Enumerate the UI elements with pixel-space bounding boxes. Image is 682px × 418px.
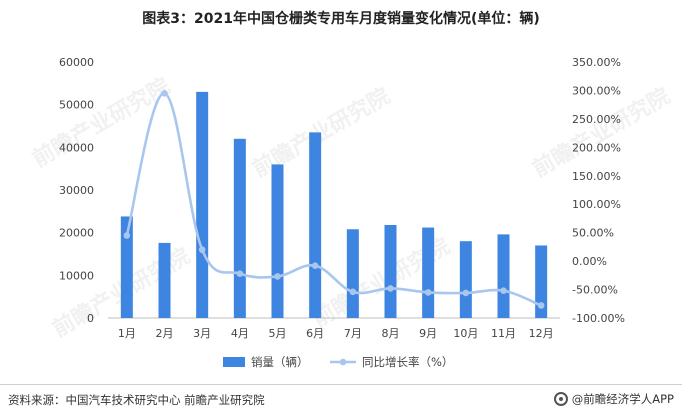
bar (196, 91, 209, 318)
line-point (161, 89, 168, 97)
brand-logo-icon (553, 392, 568, 406)
bar (422, 227, 435, 318)
watermark: 前瞻产业研究院 (28, 73, 174, 173)
y2-tick-label: -100.00% (572, 312, 625, 325)
brand-label: @前瞻经济学人APP (571, 392, 674, 406)
legend-bar-label: 销量（辆） (251, 355, 309, 369)
watermark: 前瞻产业研究院 (248, 83, 394, 183)
y2-tick-label: -50.00% (572, 284, 618, 297)
source-note: 资料来源：中国汽车技术研究中心 前瞻产业研究院 (8, 393, 265, 407)
y2-tick-label: 100.00% (572, 198, 621, 211)
y2-tick-label: 0.00% (572, 255, 607, 268)
chart-title: 图表3：2021年中国仓栅类专用车月度销量变化情况(单位：辆) (142, 11, 540, 27)
line-point (424, 289, 432, 296)
line-point (236, 270, 244, 277)
line-point (274, 273, 281, 280)
bar (497, 234, 510, 318)
y-tick-label: 10000 (59, 269, 94, 282)
line-point (198, 246, 206, 254)
line-point (349, 288, 357, 296)
legend: 销量（辆） 同比增长率（%） (223, 355, 453, 369)
y2-tick-label: 250.00% (572, 113, 621, 126)
y2-tick-label: 50.00% (572, 227, 614, 240)
line-series (123, 89, 545, 309)
bar (535, 245, 548, 318)
bar (158, 242, 171, 318)
y2-tick-label: 350.00% (572, 56, 621, 69)
y-tick-label: 40000 (59, 141, 94, 154)
line-point (462, 289, 470, 297)
bar (309, 132, 322, 318)
x-tick-label: 9月 (419, 327, 437, 340)
x-tick-label: 4月 (231, 327, 249, 340)
legend-line-label: 同比增长率（%） (362, 355, 453, 369)
legend-bar-swatch (223, 357, 245, 367)
footer: 资料来源：中国汽车技术研究中心 前瞻产业研究院 @前瞻经济学人APP (0, 384, 682, 418)
y-tick-label: 50000 (59, 99, 94, 112)
bar (384, 224, 397, 318)
x-tick-label: 2月 (156, 327, 174, 340)
line-point (123, 232, 131, 239)
x-tick-label: 7月 (344, 327, 362, 340)
x-tick-label: 12月 (529, 327, 554, 340)
bar (271, 164, 284, 318)
x-tick-label: 11月 (491, 327, 516, 340)
legend-line-marker (339, 358, 347, 366)
x-tick-label: 3月 (193, 327, 211, 340)
bar (459, 241, 472, 318)
y-tick-label: 0 (87, 312, 94, 325)
x-tick-label: 6月 (306, 327, 324, 340)
bar (120, 216, 133, 318)
y-tick-label: 30000 (59, 184, 94, 197)
bar (346, 229, 359, 318)
y2-tick-label: 150.00% (572, 170, 621, 183)
y-tick-label: 20000 (59, 227, 94, 240)
chart: 前瞻产业研究院 前瞻产业研究院 前瞻产业研究院 前瞻产业研究院 前瞻产业研究院 … (28, 56, 674, 369)
x-tick-label: 1月 (118, 327, 136, 340)
x-tick-label: 8月 (382, 327, 400, 340)
line-point (537, 302, 545, 309)
x-tick-label: 5月 (269, 327, 287, 340)
line-point (387, 285, 394, 292)
line-point (311, 262, 319, 269)
line-point (500, 287, 507, 294)
watermark: 前瞻产业研究院 (528, 83, 674, 183)
brand: @前瞻经济学人APP (553, 391, 674, 407)
x-tick-label: 10月 (453, 327, 478, 340)
y-tick-label: 60000 (59, 56, 94, 69)
bar (233, 138, 246, 318)
axes: 0 10000 20000 30000 40000 50000 60000 -100.00% -… (59, 56, 625, 340)
y2-tick-label: 300.00% (572, 84, 621, 97)
y2-tick-label: 200.00% (572, 141, 621, 154)
